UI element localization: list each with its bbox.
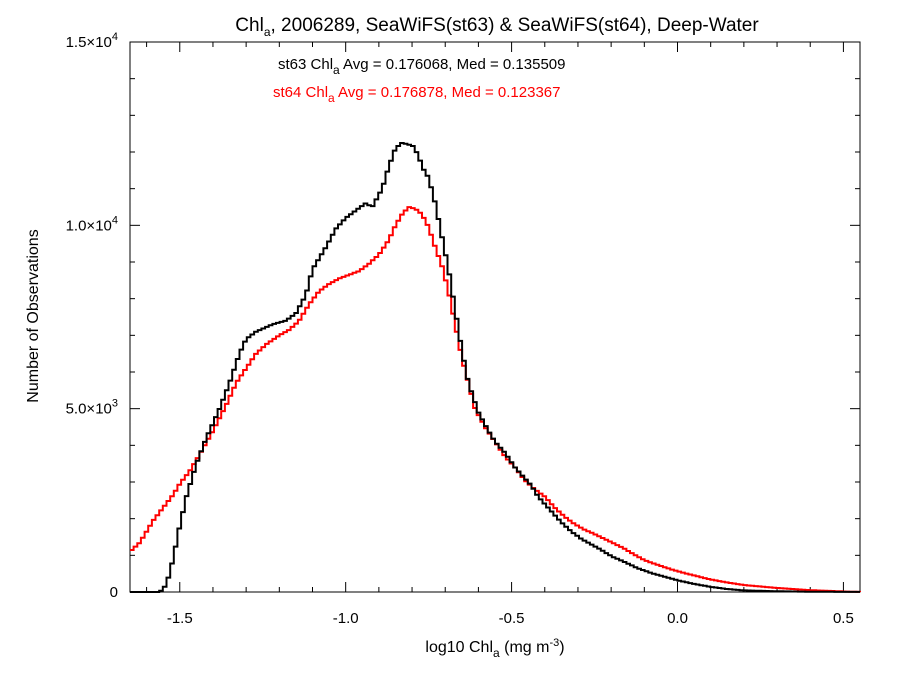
y-tick-label: 0 [110,584,118,601]
y-tick-mantissa: 1.0×10 [66,217,112,234]
y-tick-exponent: 3 [112,398,118,410]
st63-stats-annotation: st63 Chla Avg = 0.176068, Med = 0.135509 [278,56,565,77]
xlabel-close: ) [559,639,564,656]
y-tick-mantissa: 0 [110,584,118,601]
annot-st63-rest: Avg = 0.176068, Med = 0.135509 [340,56,566,73]
y-axis-title: Number of Observations [25,229,42,402]
st64-histogram-line [130,206,861,593]
annot-st64-sub: a [328,91,335,105]
st63-histogram-line [130,142,860,593]
x-tick-label: -0.5 [499,610,525,627]
x-tick-label: -1.5 [167,610,193,627]
y-tick-exponent: 4 [112,214,118,226]
series-layer [130,142,861,593]
xlabel-units: (mg m [500,639,550,656]
annot-st63-sub: a [333,63,340,77]
axis-ticks [130,41,860,593]
title-chl: Chl [235,15,264,36]
xlabel-prefix: log10 Chl [425,639,493,656]
y-tick-label: 1.5×104 [66,31,118,51]
title-rest: , 2006289, SeaWiFS(st63) & SeaWiFS(st64)… [271,15,760,36]
st64-stats-annotation: st64 Chla Avg = 0.176878, Med = 0.123367 [273,84,560,105]
annot-st64-rest: Avg = 0.176878, Med = 0.123367 [335,84,561,101]
plot-frame [129,41,861,593]
chart-title: Chla, 2006289, SeaWiFS(st63) & SeaWiFS(s… [235,15,759,39]
annot-st63-prefix: st63 Chl [278,56,333,73]
annot-st64-prefix: st64 Chl [273,84,328,101]
xlabel-sup: -3 [549,637,559,649]
y-tick-exponent: 4 [112,31,118,43]
y-tick-label: 1.0×104 [66,214,118,234]
y-tick-mantissa: 1.5×10 [66,34,112,51]
xlabel-sub-a: a [493,646,500,660]
x-tick-label: 0.0 [667,610,688,627]
x-axis-title: log10 Chla (mg m-3) [425,637,564,660]
title-sub-a: a [264,25,271,39]
x-tick-label: -1.0 [333,610,359,627]
y-tick-label: 5.0×103 [66,398,118,418]
x-tick-label: 0.5 [833,610,854,627]
y-tick-mantissa: 5.0×10 [66,401,112,418]
